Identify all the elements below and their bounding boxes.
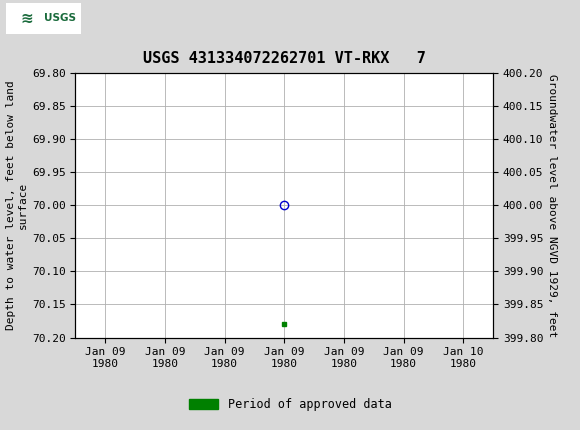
Text: ≋: ≋ [20, 11, 33, 26]
Y-axis label: Groundwater level above NGVD 1929, feet: Groundwater level above NGVD 1929, feet [548, 74, 557, 337]
Text: USGS: USGS [44, 13, 76, 23]
Y-axis label: Depth to water level, feet below land
surface: Depth to water level, feet below land su… [6, 80, 28, 330]
Legend: Period of approved data: Period of approved data [184, 393, 396, 415]
Title: USGS 431334072262701 VT-RKX   7: USGS 431334072262701 VT-RKX 7 [143, 51, 426, 66]
Bar [6, 3, 81, 34]
